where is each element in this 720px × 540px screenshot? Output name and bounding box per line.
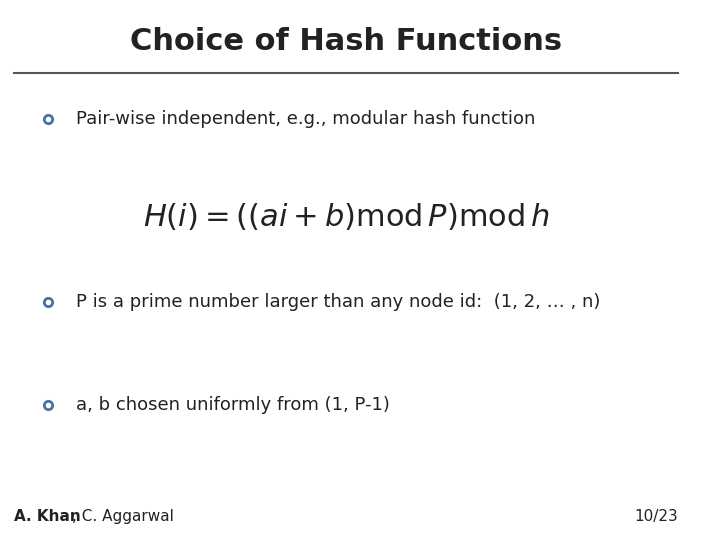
Text: Choice of Hash Functions: Choice of Hash Functions	[130, 27, 562, 56]
Text: $H(i) = \left(\left(ai + b\right)\mathrm{mod}\, P\right)\mathrm{mod}\, h$: $H(i) = \left(\left(ai + b\right)\mathrm…	[143, 200, 550, 232]
Text: Pair-wise independent, e.g., modular hash function: Pair-wise independent, e.g., modular has…	[76, 110, 536, 128]
Text: 10/23: 10/23	[634, 509, 678, 524]
Text: a, b chosen uniformly from (1, P-1): a, b chosen uniformly from (1, P-1)	[76, 396, 390, 414]
Text: P is a prime number larger than any node id:  (1, 2, … , n): P is a prime number larger than any node…	[76, 293, 600, 312]
Text: , C. Aggarwal: , C. Aggarwal	[72, 509, 174, 524]
Text: A. Khan: A. Khan	[14, 509, 81, 524]
